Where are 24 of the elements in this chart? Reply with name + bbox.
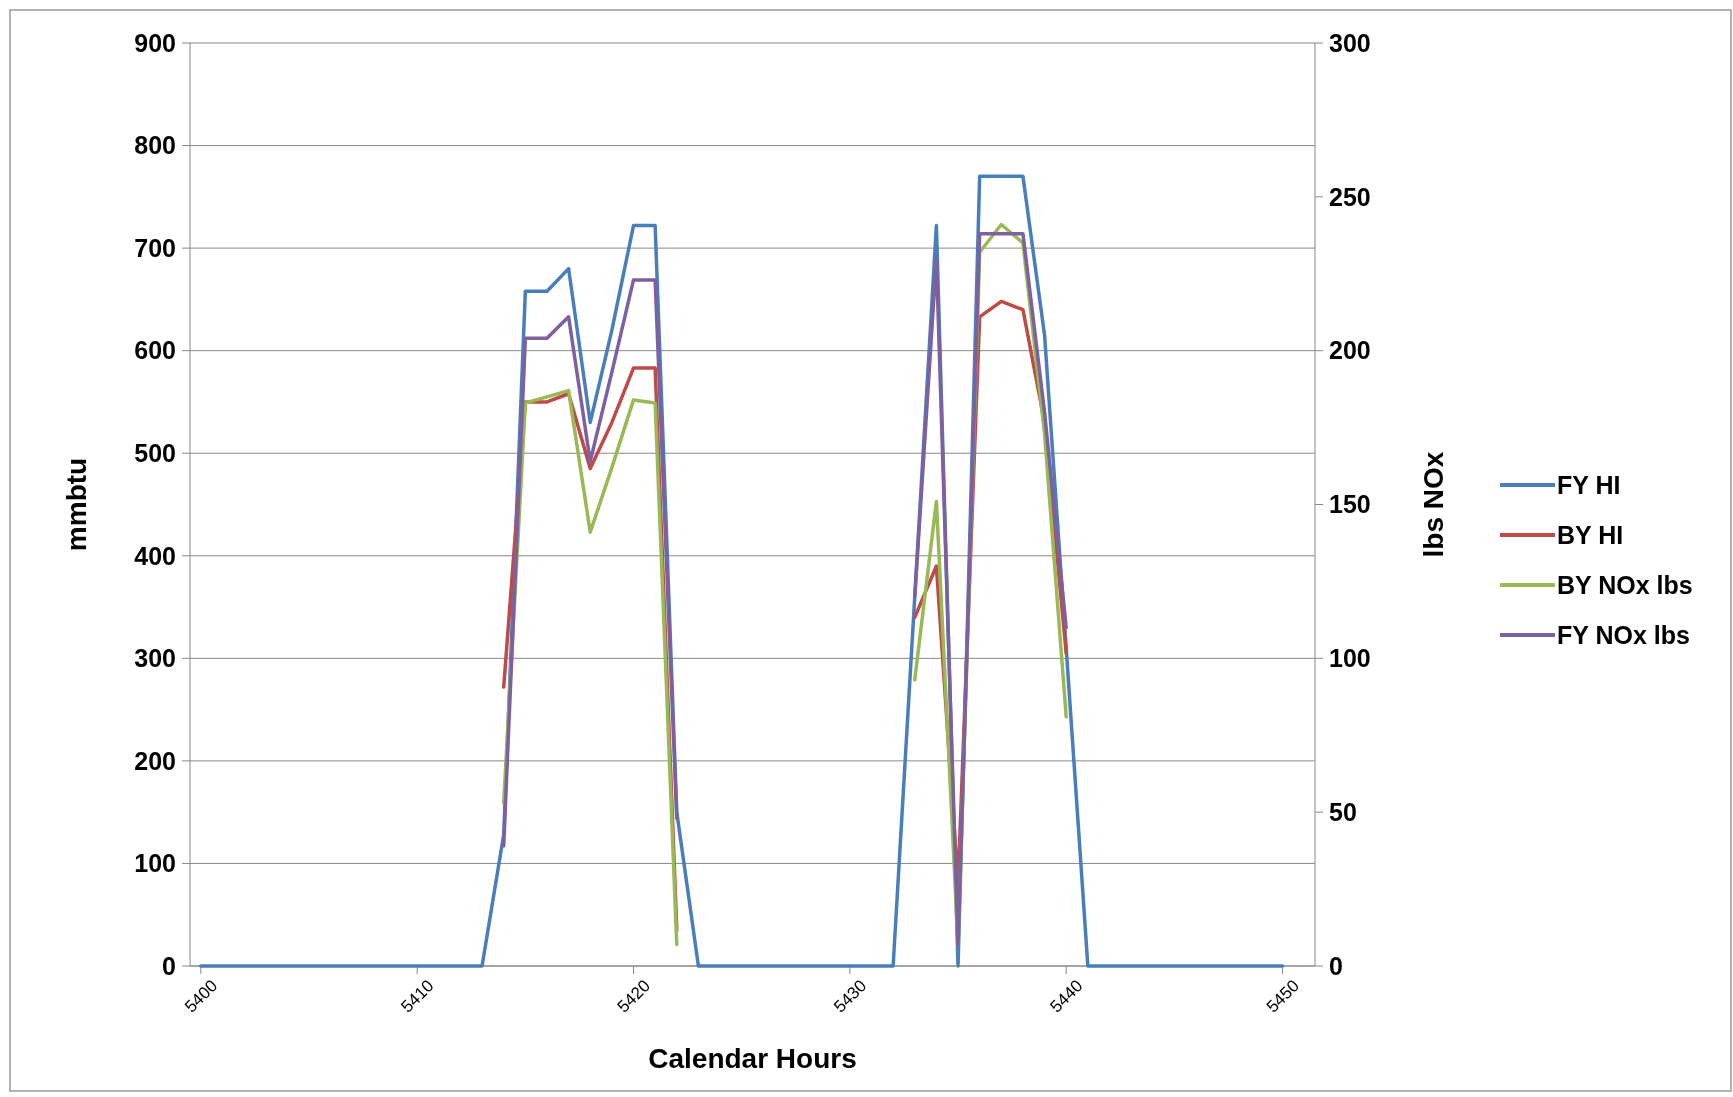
y-tick-label: 200 [134,746,176,775]
y-tick-label: 700 [134,233,176,262]
y-tick-label: 600 [134,336,176,365]
y-tick-label: 500 [134,438,176,467]
x-axis-title: Calendar Hours [648,1043,857,1074]
y2-tick-label: 100 [1329,644,1371,673]
y-tick-label: 100 [134,849,176,878]
legend-label: BY HI [1557,520,1624,549]
y2-tick-label: 250 [1329,182,1371,211]
y2-tick-label: 300 [1329,28,1371,57]
y-tick-label: 400 [134,541,176,570]
y-tick-label: 0 [162,951,176,980]
y-tick-label: 800 [134,131,176,160]
legend-label: FY HI [1557,470,1621,499]
y-tick-label: 900 [134,28,176,57]
y2-axis-title: lbs NOx [1418,451,1449,558]
legend-label: BY NOx lbs [1557,570,1693,599]
y2-tick-label: 0 [1329,951,1343,980]
y2-tick-label: 150 [1329,490,1371,519]
y2-tick-label: 50 [1329,797,1357,826]
legend-label: FY NOx lbs [1557,620,1690,649]
y2-tick-label: 200 [1329,336,1371,365]
y-tick-label: 300 [134,644,176,673]
y-axis-title: mmbtu [61,457,92,552]
